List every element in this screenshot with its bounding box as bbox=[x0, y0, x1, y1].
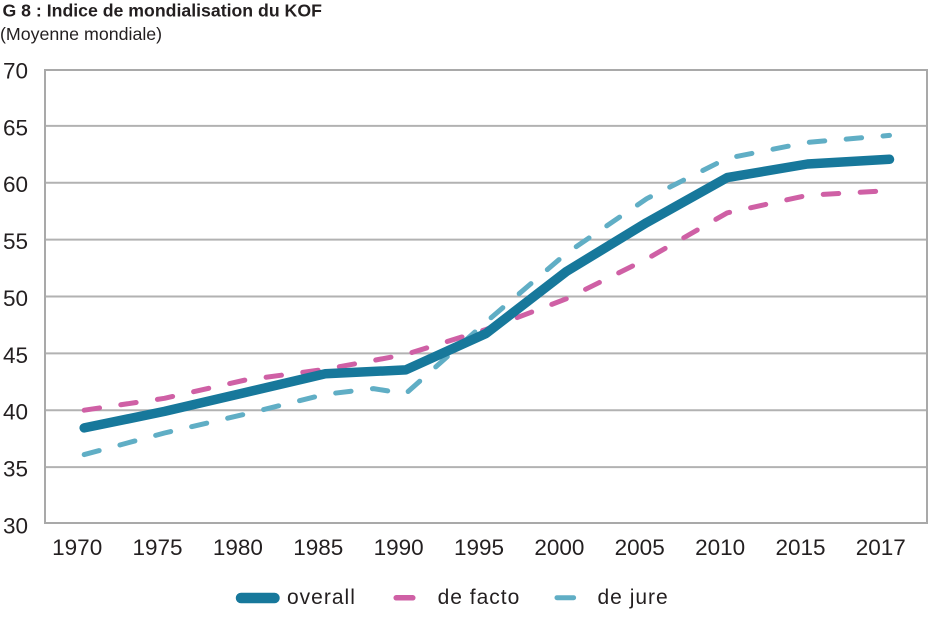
svg-text:2017: 2017 bbox=[856, 535, 906, 560]
svg-text:overall: overall bbox=[287, 586, 356, 609]
svg-text:55: 55 bbox=[3, 229, 28, 254]
svg-text:70: 70 bbox=[3, 58, 28, 83]
svg-text:35: 35 bbox=[3, 457, 28, 482]
svg-text:65: 65 bbox=[3, 115, 28, 140]
svg-text:2005: 2005 bbox=[615, 535, 665, 560]
svg-text:30: 30 bbox=[3, 513, 28, 538]
svg-text:de jure: de jure bbox=[598, 586, 669, 609]
svg-text:60: 60 bbox=[3, 172, 28, 197]
svg-text:1990: 1990 bbox=[374, 535, 424, 560]
svg-text:1995: 1995 bbox=[454, 535, 504, 560]
svg-text:45: 45 bbox=[3, 343, 28, 368]
svg-text:2000: 2000 bbox=[534, 535, 584, 560]
svg-text:(Moyenne mondiale): (Moyenne mondiale) bbox=[0, 24, 162, 44]
svg-text:40: 40 bbox=[3, 400, 28, 425]
svg-text:de facto: de facto bbox=[438, 586, 521, 609]
svg-text:1975: 1975 bbox=[132, 535, 182, 560]
svg-text:1970: 1970 bbox=[52, 535, 102, 560]
svg-text:2015: 2015 bbox=[775, 535, 825, 560]
svg-text:2010: 2010 bbox=[695, 535, 745, 560]
svg-text:1980: 1980 bbox=[213, 535, 263, 560]
svg-text:G 8 : Indice de mondialisation: G 8 : Indice de mondialisation du KOF bbox=[3, 0, 323, 20]
svg-text:50: 50 bbox=[3, 286, 28, 311]
svg-text:1985: 1985 bbox=[293, 535, 343, 560]
